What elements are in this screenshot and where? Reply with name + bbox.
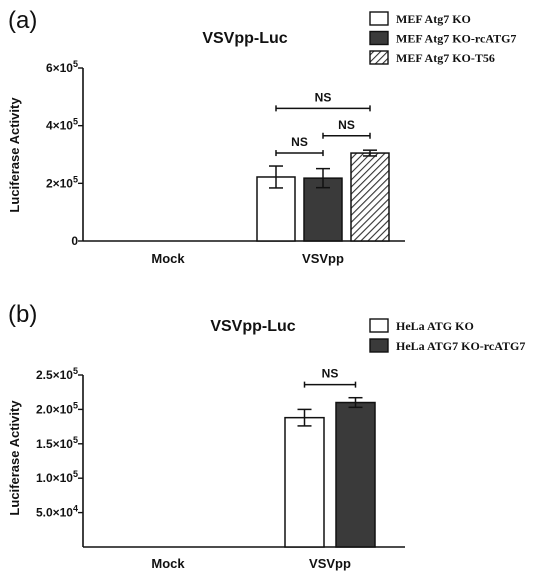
chart-title-b: VSVpp-Luc	[210, 318, 295, 335]
legend-swatch-a-2	[369, 50, 389, 65]
chart-panel-b: 5.0×104 1.0×105 1.5×105 2.0×105 2.5×105 Mock V…	[36, 318, 525, 571]
x-category-label-a-0: Mock	[151, 251, 185, 266]
legend-label-b-1: HeLa ATG7 KO-rcATG7	[396, 339, 525, 353]
significance-label-a-2: NS	[338, 118, 355, 132]
panel-label-a: (a)	[8, 7, 37, 34]
legend-label-b-0: HeLa ATG KO	[396, 319, 474, 333]
bar-b-s0-c1	[284, 416, 325, 548]
y-axis-label-a: Luciferase Activity	[7, 97, 22, 213]
y-tick-label-b-0: 5.0×104	[36, 504, 78, 520]
y-tick-label-b-1: 1.0×105	[36, 469, 78, 485]
bar-b-s1-c1	[335, 401, 376, 548]
y-tick-label-a-1: 2×105	[46, 174, 78, 190]
y-tick-label-a-0: 0	[71, 234, 78, 248]
x-category-label-b-1: VSVpp	[309, 556, 351, 571]
legend-swatch-b-1	[369, 338, 389, 353]
y-tick-label-b-2: 1.5×105	[36, 435, 78, 451]
x-category-label-b-0: Mock	[151, 556, 185, 571]
significance-label-b-0: NS	[322, 367, 339, 381]
significance-label-a-0: NS	[315, 90, 332, 104]
legend-label-a-2: MEF Atg7 KO-T56	[396, 51, 495, 65]
bar-a-s2-c1	[350, 152, 390, 242]
legend-swatch-a-1	[369, 30, 389, 46]
significance-label-a-1: NS	[291, 135, 308, 149]
y-tick-label-a-3: 6×105	[46, 59, 78, 75]
y-axis-label-b: Luciferase Activity	[7, 400, 22, 516]
y-tick-label-b-3: 2.0×105	[36, 400, 78, 416]
legend-label-a-1: MEF Atg7 KO-rcATG7	[396, 32, 516, 46]
x-category-label-a-1: VSVpp	[302, 251, 344, 266]
y-tick-label-a-2: 4×105	[46, 117, 78, 133]
panel-label-b: (b)	[8, 301, 37, 328]
bar-a-s1-c1	[303, 177, 343, 242]
legend-swatch-a-0	[369, 11, 389, 26]
legend-swatch-b-0	[369, 318, 389, 333]
chart-title-a: VSVpp-Luc	[202, 30, 287, 47]
y-tick-label-b-4: 2.5×105	[36, 366, 78, 382]
legend-label-a-0: MEF Atg7 KO	[396, 12, 471, 26]
chart-panel-a: 0 2×105 4×105 6×105 Mock VSVpp NS NS NS MEF Atg7 …	[46, 11, 516, 266]
